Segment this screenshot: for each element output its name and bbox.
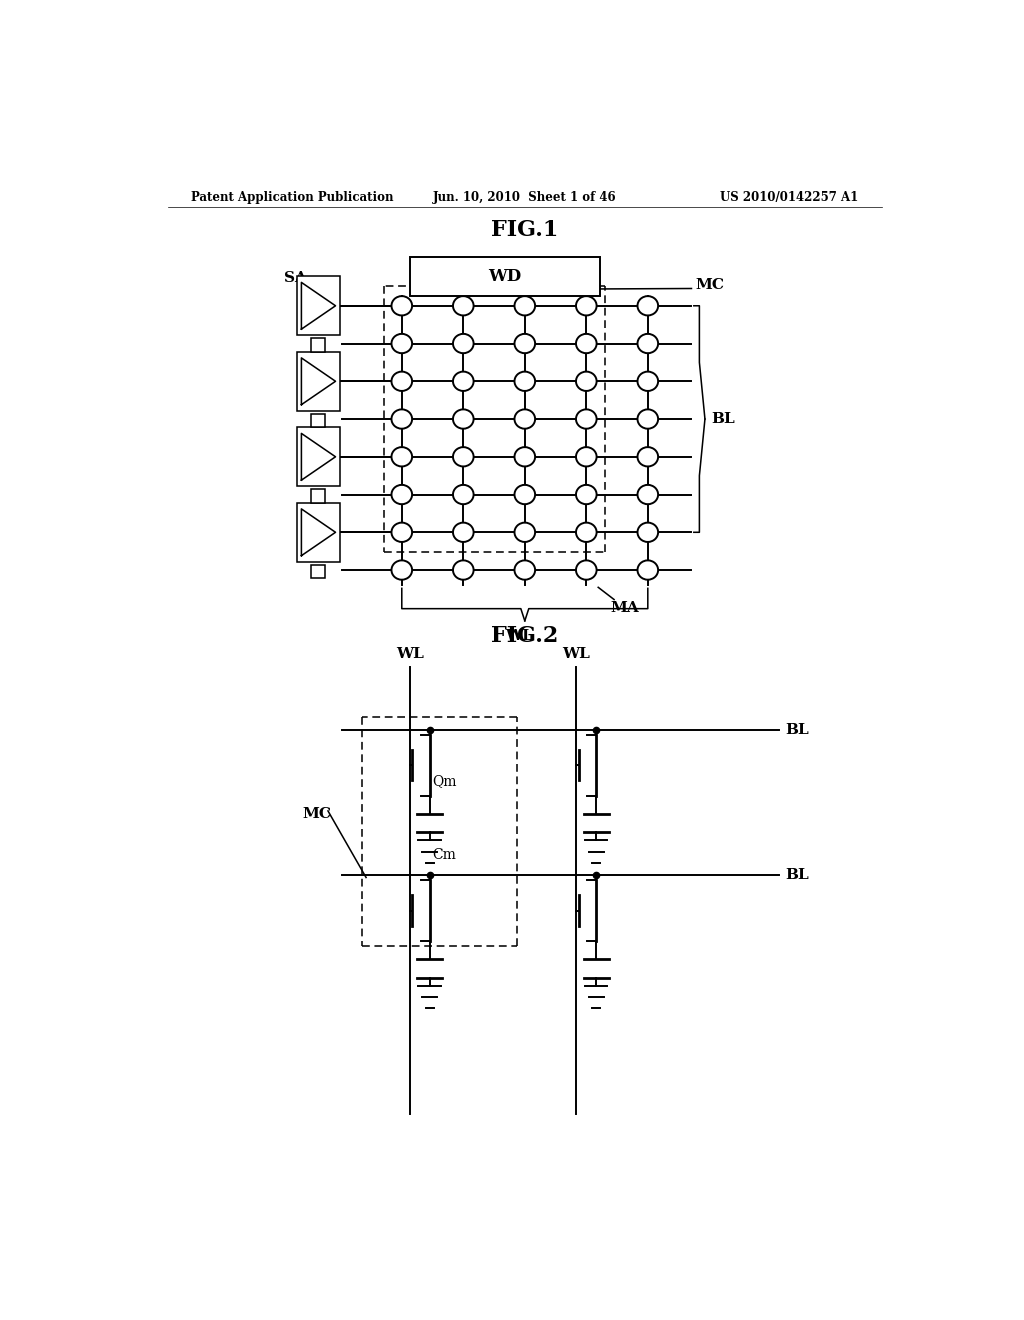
Ellipse shape bbox=[391, 484, 412, 504]
Ellipse shape bbox=[391, 561, 412, 579]
Bar bbox=[297, 428, 340, 486]
Bar bbox=[297, 276, 340, 335]
Ellipse shape bbox=[575, 484, 597, 504]
Ellipse shape bbox=[453, 484, 474, 504]
Text: Cm: Cm bbox=[432, 847, 456, 862]
Ellipse shape bbox=[391, 372, 412, 391]
Text: WD: WD bbox=[488, 268, 521, 285]
Text: Jun. 10, 2010  Sheet 1 of 46: Jun. 10, 2010 Sheet 1 of 46 bbox=[433, 190, 616, 203]
Ellipse shape bbox=[638, 372, 658, 391]
Ellipse shape bbox=[514, 523, 536, 543]
Ellipse shape bbox=[391, 409, 412, 429]
Ellipse shape bbox=[575, 334, 597, 354]
Text: BL: BL bbox=[785, 722, 809, 737]
Ellipse shape bbox=[638, 523, 658, 543]
Text: MC: MC bbox=[695, 279, 724, 293]
Text: Qm: Qm bbox=[432, 775, 457, 788]
Ellipse shape bbox=[575, 561, 597, 579]
Ellipse shape bbox=[575, 296, 597, 315]
Ellipse shape bbox=[638, 409, 658, 429]
Text: Patent Application Publication: Patent Application Publication bbox=[191, 190, 394, 203]
Text: WL: WL bbox=[505, 630, 532, 643]
Ellipse shape bbox=[638, 484, 658, 504]
Ellipse shape bbox=[575, 372, 597, 391]
Text: BL: BL bbox=[785, 869, 809, 882]
Bar bbox=[310, 338, 325, 351]
Ellipse shape bbox=[391, 523, 412, 543]
Ellipse shape bbox=[514, 296, 536, 315]
Ellipse shape bbox=[453, 334, 474, 354]
Ellipse shape bbox=[638, 447, 658, 466]
Bar bbox=[410, 257, 600, 296]
Ellipse shape bbox=[453, 372, 474, 391]
Text: WL: WL bbox=[562, 647, 590, 660]
Text: FIG.1: FIG.1 bbox=[492, 219, 558, 240]
Bar bbox=[310, 565, 325, 578]
Ellipse shape bbox=[638, 561, 658, 579]
Text: MA: MA bbox=[610, 601, 639, 615]
Ellipse shape bbox=[575, 409, 597, 429]
Text: FIG.2: FIG.2 bbox=[492, 626, 558, 647]
Ellipse shape bbox=[391, 296, 412, 315]
Ellipse shape bbox=[391, 334, 412, 354]
Ellipse shape bbox=[638, 296, 658, 315]
Ellipse shape bbox=[514, 561, 536, 579]
Bar bbox=[310, 490, 325, 503]
Ellipse shape bbox=[575, 447, 597, 466]
Ellipse shape bbox=[453, 447, 474, 466]
Text: WL: WL bbox=[396, 647, 424, 660]
Ellipse shape bbox=[514, 409, 536, 429]
Text: MC: MC bbox=[303, 807, 332, 821]
Bar bbox=[297, 352, 340, 411]
Ellipse shape bbox=[514, 334, 536, 354]
Ellipse shape bbox=[514, 447, 536, 466]
Ellipse shape bbox=[453, 523, 474, 543]
Ellipse shape bbox=[575, 523, 597, 543]
Ellipse shape bbox=[453, 409, 474, 429]
Bar bbox=[310, 413, 325, 428]
Ellipse shape bbox=[514, 372, 536, 391]
Ellipse shape bbox=[453, 561, 474, 579]
Text: BL: BL bbox=[712, 412, 735, 426]
Ellipse shape bbox=[391, 447, 412, 466]
Bar bbox=[297, 503, 340, 562]
Ellipse shape bbox=[638, 334, 658, 354]
Ellipse shape bbox=[453, 296, 474, 315]
Text: SA: SA bbox=[285, 272, 307, 285]
Text: US 2010/0142257 A1: US 2010/0142257 A1 bbox=[720, 190, 858, 203]
Ellipse shape bbox=[514, 484, 536, 504]
